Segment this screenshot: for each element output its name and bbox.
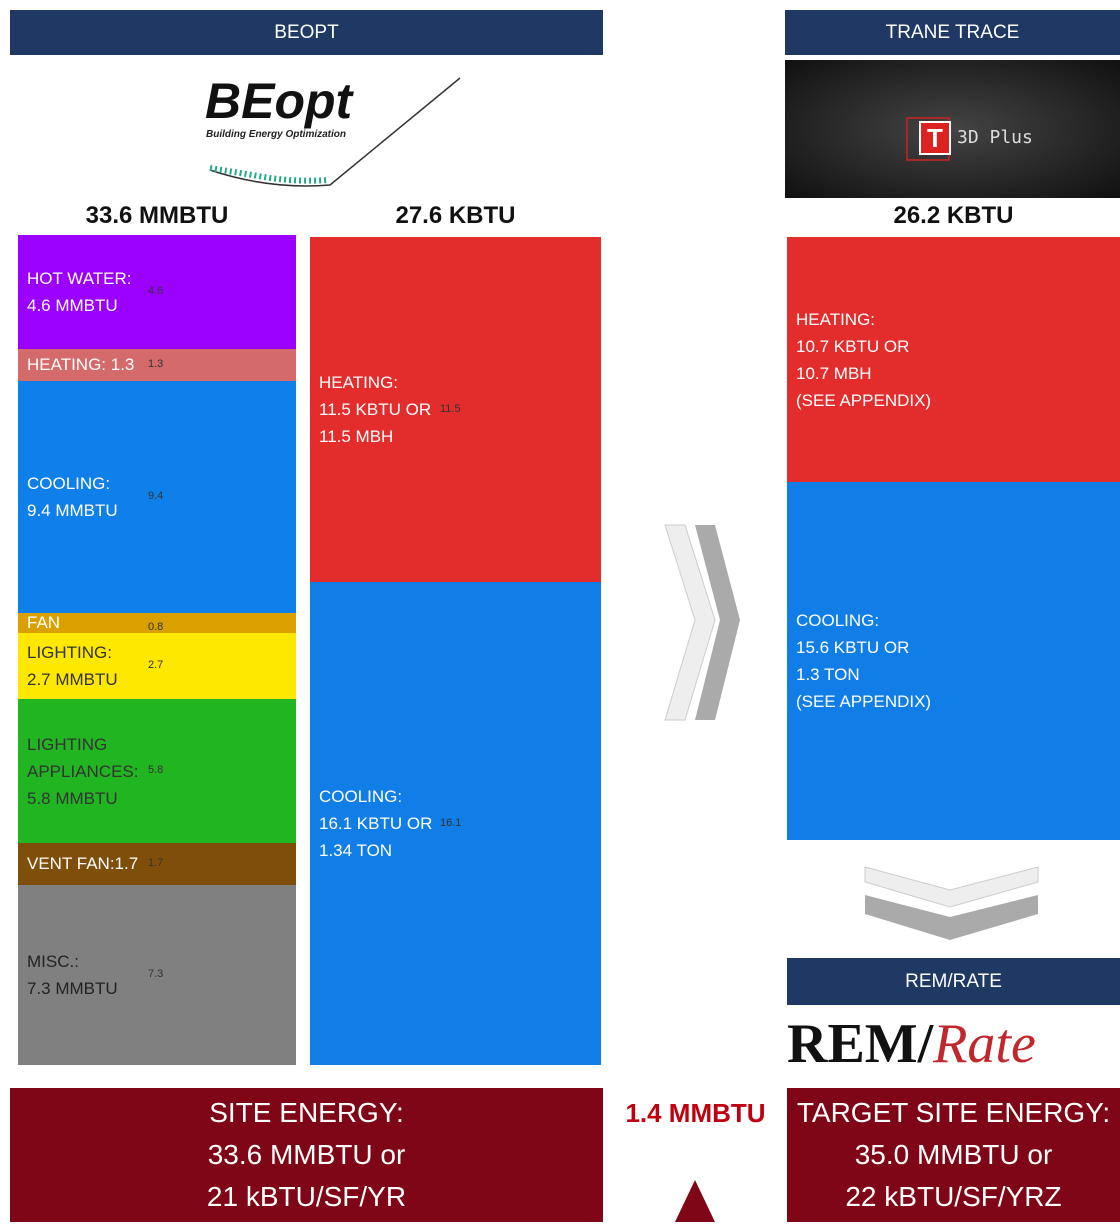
box-line: 21 kBTU/SF/YR bbox=[206, 1181, 407, 1212]
segment: COOLING: 15.6 KBTU OR 1.3 TON (SEE APPENDIX… bbox=[787, 482, 1120, 840]
segment-label: 1.34 TON bbox=[319, 841, 393, 860]
value-label: 9.4 bbox=[148, 489, 164, 502]
segment-label: HOT WATER: bbox=[27, 268, 132, 288]
segment-label: LIGHTING bbox=[27, 734, 108, 754]
segment-label: LIGHTING: bbox=[27, 643, 113, 663]
segment-label: (SEE APPENDIX) bbox=[796, 692, 932, 712]
logo-name: 3D Plus bbox=[957, 127, 1033, 148]
column-title: 33.6 MMBTU bbox=[85, 202, 229, 229]
segment-label: (SEE APPENDIX) bbox=[796, 390, 932, 410]
stack: HEATING: 10.7 KBTU OR 10.7 MBH (SEE APPENDI… bbox=[787, 237, 1120, 840]
segment: VENT FAN:1.7 1.7 bbox=[18, 842, 296, 885]
logo-dots bbox=[209, 165, 329, 184]
segment-label: 10.7 KBTU OR bbox=[796, 336, 910, 356]
segment-label: HEATING: bbox=[796, 309, 876, 329]
segment-label: 7.3 MMBTU bbox=[27, 978, 118, 998]
column-title: 27.6 KBTU bbox=[395, 202, 516, 229]
segment-label: FAN bbox=[27, 612, 61, 632]
beopt-header: BEOPT bbox=[10, 10, 603, 55]
segment: HOT WATER: 4.6 MMBTU 4.6 bbox=[18, 235, 296, 349]
remrate-logo: REM/Rate bbox=[787, 1012, 1036, 1076]
segment: FAN 0.8 bbox=[18, 612, 296, 633]
logo-name: BEopt bbox=[205, 73, 355, 129]
segment-label: 11.5 MBH bbox=[319, 427, 394, 446]
trane-header: TRANE TRACE bbox=[785, 10, 1120, 55]
arrow-down bbox=[864, 866, 1039, 940]
site-energy: SITE ENERGY: 33.6 MMBTU or 21 kBTU/SF/YR bbox=[10, 1088, 603, 1222]
box-line: 35.0 MMBTU or bbox=[854, 1139, 1053, 1170]
segment-label: COOLING: bbox=[27, 473, 111, 493]
value-label: 1.7 bbox=[148, 856, 164, 869]
segment-label: HEATING: bbox=[319, 373, 399, 392]
segment-label: HEATING: 1.3 bbox=[27, 355, 135, 375]
segment: HEATING: 11.5 KBTU OR 11.5 MBH 11.5 bbox=[310, 237, 601, 582]
segment-label: 2.7 MMBTU bbox=[27, 670, 118, 690]
logo-rate: Rate bbox=[933, 1013, 1036, 1075]
value-label: 1.3 bbox=[148, 357, 164, 370]
difference-arrow bbox=[675, 1180, 715, 1222]
segment-label: 11.5 KBTU OR bbox=[319, 400, 432, 419]
value-label: 16.1 bbox=[440, 816, 462, 829]
segment-label: 4.6 MMBTU bbox=[27, 295, 118, 315]
beopt-logo: BEopt Building Energy Optimization bbox=[205, 73, 461, 187]
value-label: 4.6 bbox=[148, 284, 164, 297]
logo-mark: T bbox=[927, 123, 943, 153]
segment: LIGHTING: 2.7 MMBTU 2.7 bbox=[18, 632, 296, 700]
segment-label: 16.1 KBTU OR bbox=[319, 814, 433, 833]
segment: COOLING: 9.4 MMBTU 9.4 bbox=[18, 380, 296, 613]
arrow-right bbox=[664, 524, 740, 721]
stack: HOT WATER: 4.6 MMBTU 4.6 HEATING: 1.3 1.3 COO… bbox=[18, 235, 296, 1065]
segment-label: 10.7 MBH bbox=[796, 363, 872, 383]
segment: HEATING: 10.7 KBTU OR 10.7 MBH (SEE APPENDI… bbox=[787, 237, 1120, 483]
value-label: 2.7 bbox=[148, 659, 164, 672]
target-site-energy: TARGET SITE ENERGY: 35.0 MMBTU or 22 kBTU/… bbox=[787, 1088, 1120, 1222]
segment-label: VENT FAN:1.7 bbox=[27, 854, 139, 874]
box-line: 22 kBTU/SF/YRZ bbox=[845, 1181, 1062, 1212]
segment-label: 1.3 TON bbox=[796, 665, 860, 685]
segment: HEATING: 1.3 1.3 bbox=[18, 348, 296, 381]
logo-rem: REM/ bbox=[787, 1013, 934, 1075]
value-label: 11.5 bbox=[440, 402, 461, 415]
stack: HEATING: 11.5 KBTU OR 11.5 MBH 11.5 COOLING:… bbox=[310, 237, 601, 1065]
segment: MISC.: 7.3 MMBTU 7.3 bbox=[18, 884, 296, 1065]
value-label: 0.8 bbox=[148, 620, 164, 633]
segment: LIGHTING APPLIANCES: 5.8 MMBTU 5.8 bbox=[18, 699, 296, 843]
column-title: 26.2 KBTU bbox=[893, 202, 1014, 229]
remrate-header: REM/RATE bbox=[787, 958, 1120, 1005]
box-line: 33.6 MMBTU or bbox=[207, 1139, 406, 1170]
segment: COOLING: 16.1 KBTU OR 1.34 TON 16.1 bbox=[310, 582, 601, 1065]
segment-label: MISC.: bbox=[27, 951, 79, 971]
segment-label: COOLING: bbox=[319, 787, 403, 806]
box-line: SITE ENERGY: bbox=[209, 1097, 404, 1128]
segment-label: COOLING: bbox=[796, 611, 880, 631]
segment-label: 15.6 KBTU OR bbox=[796, 638, 910, 658]
difference: 1.4 MMBTU bbox=[625, 1098, 766, 1128]
value-label: 7.3 bbox=[148, 967, 164, 980]
value-label: 5.8 bbox=[148, 764, 164, 777]
logo-curve bbox=[209, 77, 461, 187]
segment-label: 5.8 MMBTU bbox=[27, 788, 118, 808]
box-line: TARGET SITE ENERGY: bbox=[796, 1097, 1111, 1128]
segment-label: APPLIANCES: bbox=[27, 761, 139, 781]
logo-tagline: Building Energy Optimization bbox=[206, 129, 346, 140]
trane-logo: T 3D Plus bbox=[785, 60, 1120, 198]
segment-label: 9.4 MMBTU bbox=[27, 500, 118, 520]
